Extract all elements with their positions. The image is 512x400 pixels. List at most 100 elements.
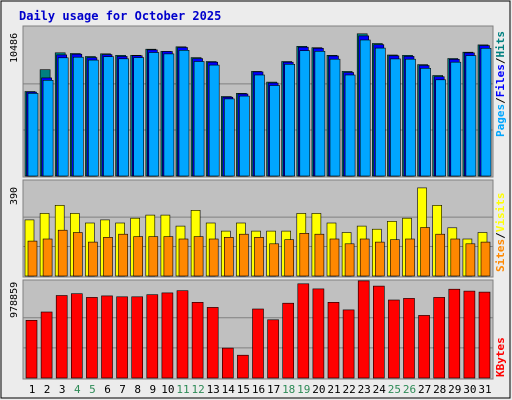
bar-sites-day-21: [329, 238, 340, 277]
bar-sites-day-27: [420, 227, 430, 277]
bar-kbytes-day-31: [478, 291, 491, 379]
bar-kbytes-day-28: [433, 297, 446, 379]
bottom-ymax-label: 978859: [9, 282, 20, 318]
bar-kbytes-day-9: [146, 294, 159, 379]
bar-pages-day-19: [299, 50, 311, 177]
bar-sites-day-2: [42, 238, 53, 277]
middle-ymax-label: 390: [9, 187, 20, 205]
bar-pages-day-8: [133, 57, 144, 177]
bar-sites-day-20: [314, 233, 325, 277]
day-label-28: 28: [433, 383, 446, 396]
bar-sites-day-9: [148, 236, 159, 277]
bar-sites-day-25: [390, 239, 400, 277]
day-label-23: 23: [358, 383, 371, 396]
visits-label: Visits: [494, 193, 507, 233]
bar-sites-day-31: [480, 241, 491, 277]
bar-pages-day-25: [390, 58, 401, 177]
bar-kbytes-day-3: [55, 295, 68, 379]
bar-kbytes-day-13: [206, 307, 219, 379]
bar-kbytes-day-12: [191, 301, 204, 379]
bar-kbytes-day-22: [342, 309, 355, 379]
bar-sites-day-28: [435, 233, 446, 277]
bar-kbytes-day-6: [101, 295, 113, 379]
bar-pages-day-7: [118, 58, 129, 177]
bar-sites-day-3: [57, 229, 68, 277]
top-ymax-label: 10486: [9, 33, 20, 63]
bar-sites-day-19: [299, 233, 310, 277]
bar-kbytes-day-17: [267, 319, 279, 379]
bar-kbytes-day-25: [388, 299, 400, 379]
bar-sites-day-23: [359, 238, 370, 277]
bar-pages-day-15: [239, 95, 250, 177]
bar-pages-day-18: [284, 64, 296, 177]
bar-kbytes-day-1: [25, 319, 38, 379]
bar-sites-day-11: [178, 238, 189, 277]
middle-series-label: Sites/Visits: [494, 193, 507, 273]
bar-sites-day-29: [450, 238, 461, 277]
bar-kbytes-day-11: [176, 290, 189, 379]
bar-kbytes-day-27: [418, 315, 430, 379]
bottom-series-label: KBytes: [494, 337, 507, 377]
kbytes-label: KBytes: [494, 337, 507, 377]
bar-sites-day-26: [405, 238, 415, 277]
bar-sites-day-10: [163, 236, 174, 277]
files-label: Files: [494, 64, 507, 97]
day-label-3: 3: [59, 383, 66, 396]
bar-pages-day-23: [359, 39, 371, 177]
day-label-17: 17: [267, 383, 280, 396]
day-label-21: 21: [327, 383, 340, 396]
day-label-8: 8: [134, 383, 141, 396]
bar-pages-day-2: [42, 80, 54, 177]
top-series-label: Pages/Files/Hits: [494, 31, 507, 137]
bar-kbytes-day-8: [131, 296, 143, 379]
bar-kbytes-day-30: [463, 290, 476, 379]
bar-kbytes-day-21: [327, 301, 340, 379]
pages-label: Pages: [494, 104, 507, 137]
day-label-4: 4: [74, 383, 81, 396]
bar-pages-day-27: [420, 68, 431, 177]
bar-pages-day-21: [329, 58, 341, 177]
bar-kbytes-day-19: [297, 283, 310, 379]
day-label-15: 15: [237, 383, 250, 396]
day-label-11: 11: [176, 383, 189, 396]
day-labels: 1 2 3 4 5 6 7 8 9 10 11 12 13 14 15 16 17 18 19 20 21 22 23 24 2…: [29, 383, 492, 396]
bar-kbytes-day-15: [237, 354, 249, 379]
bar-kbytes-day-16: [252, 308, 264, 379]
bar-sites-day-13: [208, 238, 219, 277]
chart-title: Daily usage for October 2025: [19, 9, 221, 23]
bar-sites-day-8: [133, 236, 143, 277]
bar-kbytes-day-26: [403, 298, 415, 379]
day-label-27: 27: [418, 383, 431, 396]
bar-pages-day-24: [374, 47, 386, 177]
bar-kbytes-day-2: [40, 311, 53, 379]
day-label-30: 30: [463, 383, 476, 396]
bar-sites-day-16: [254, 237, 264, 277]
bar-pages-day-17: [269, 85, 280, 177]
bar-kbytes-day-18: [282, 302, 295, 379]
bar-sites-day-7: [118, 233, 128, 277]
bar-sites-day-14: [224, 237, 234, 277]
bar-pages-day-11: [178, 49, 190, 177]
bar-kbytes-day-20: [312, 288, 325, 379]
bar-pages-day-3: [57, 57, 69, 177]
day-label-18: 18: [282, 383, 295, 396]
bar-kbytes-day-14: [222, 347, 234, 379]
bar-kbytes-day-7: [116, 296, 128, 379]
bar-pages-day-9: [148, 52, 160, 177]
day-label-31: 31: [478, 383, 491, 396]
bar-kbytes-day-24: [372, 285, 385, 379]
day-label-29: 29: [448, 383, 461, 396]
bar-sites-day-15: [239, 233, 249, 277]
day-label-20: 20: [312, 383, 325, 396]
bar-sites-day-22: [344, 243, 355, 277]
bar-pages-day-22: [344, 74, 356, 177]
bar-pages-day-29: [450, 61, 462, 177]
bar-sites-day-5: [88, 241, 98, 277]
day-label-5: 5: [89, 383, 96, 396]
bar-sites-day-24: [374, 241, 385, 277]
day-label-19: 19: [297, 383, 310, 396]
day-label-7: 7: [119, 383, 126, 396]
bar-pages-day-12: [193, 61, 205, 177]
bar-sites-day-17: [269, 243, 279, 277]
